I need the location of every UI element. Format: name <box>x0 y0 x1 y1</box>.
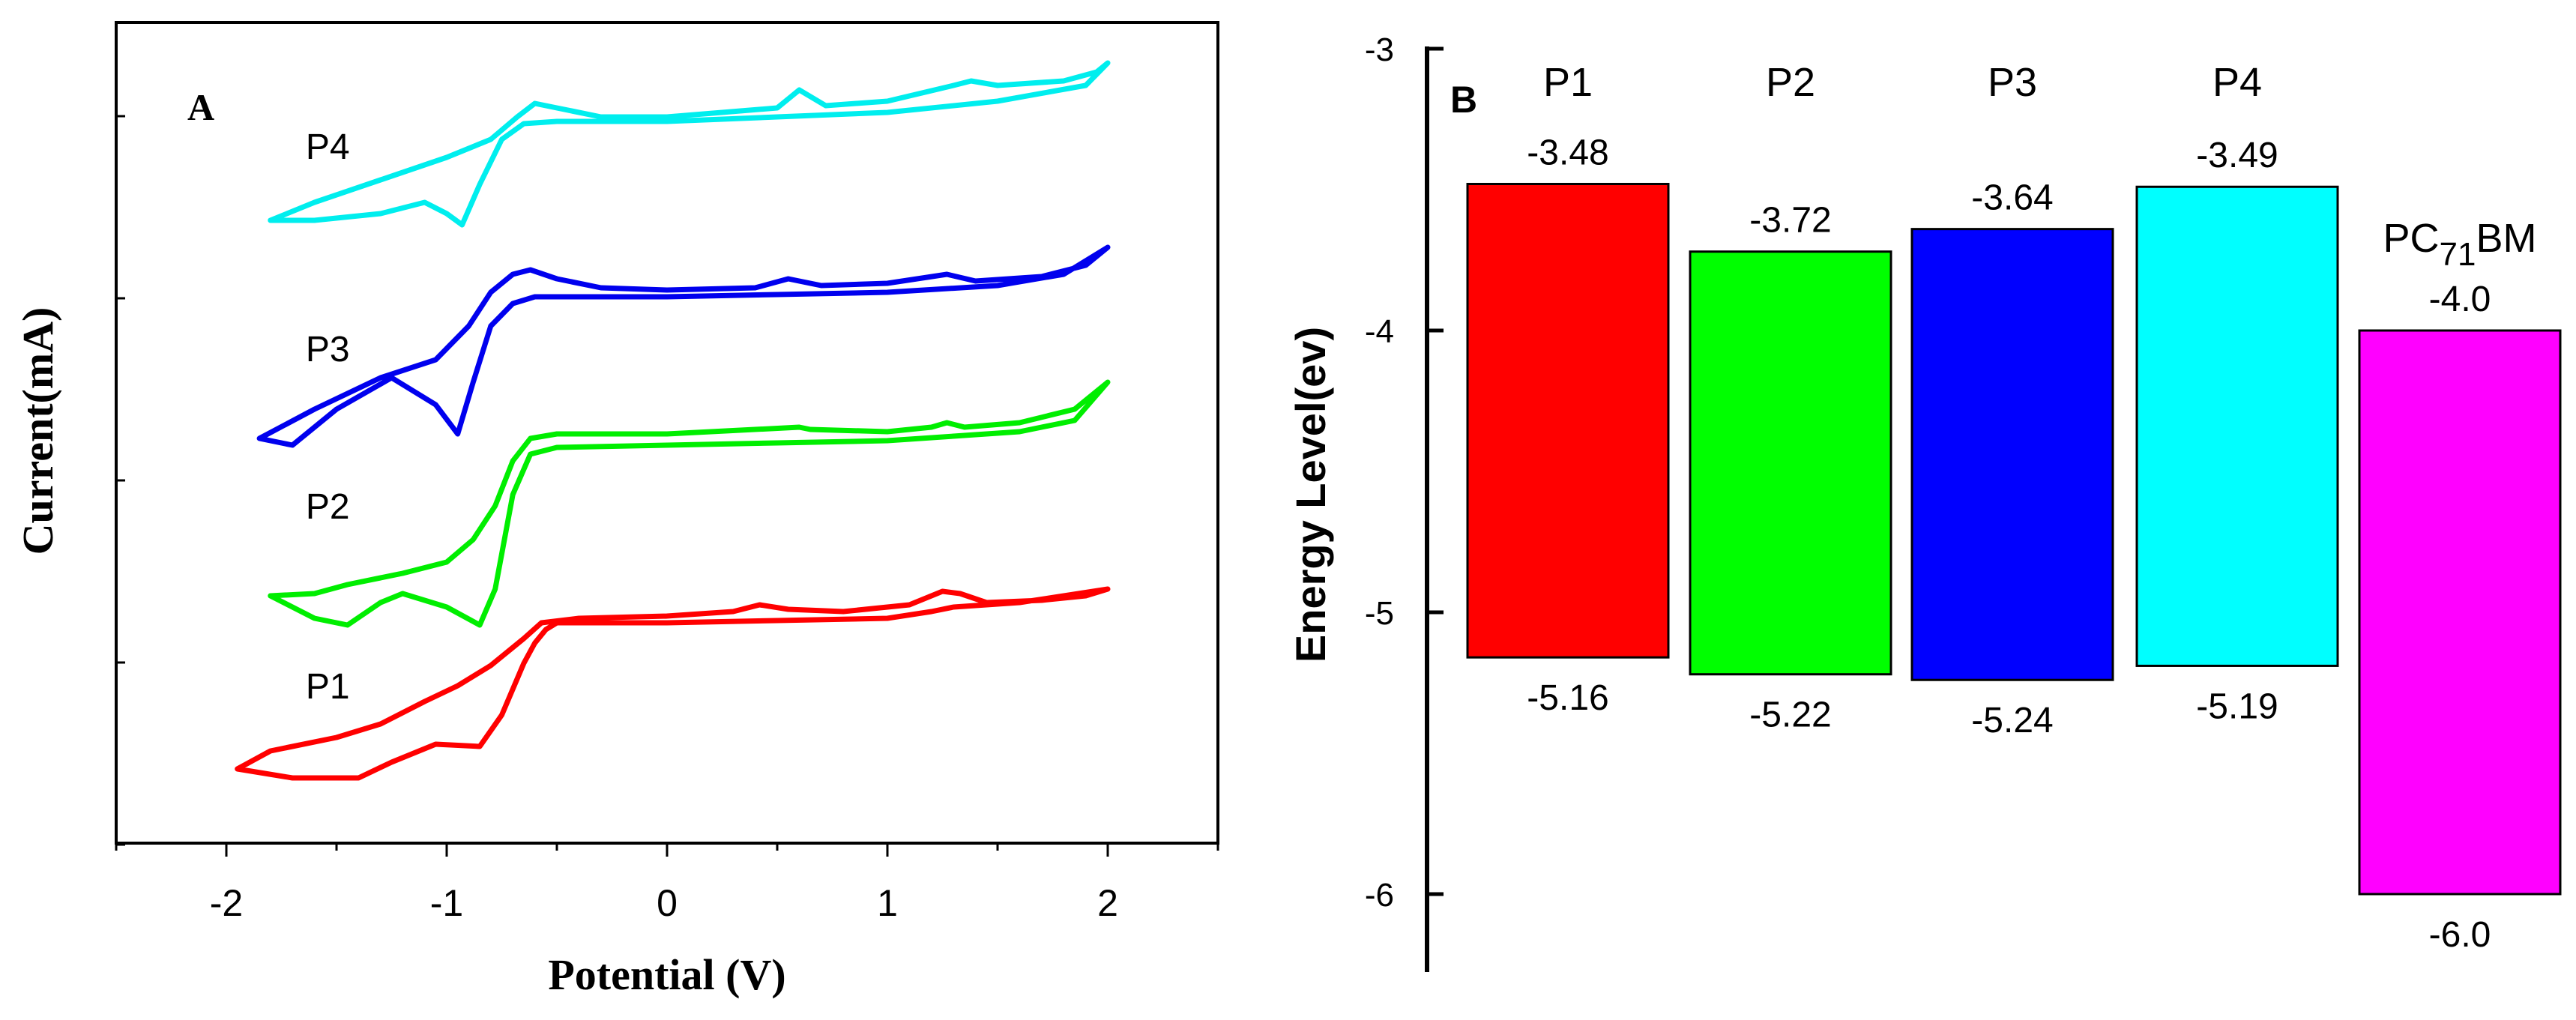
cv-series-label: P2 <box>306 487 350 527</box>
energy-y-tick-label: -4 <box>1365 313 1394 350</box>
lumo-value-label: -3.64 <box>1971 178 2053 218</box>
cv-x-axis-label: Potential (V) <box>548 950 785 999</box>
cv-plot-panel: -2 -1 0 1 2 P1 P2 P3 P4 A Potential (V) Current… <box>13 21 1219 999</box>
energy-bar-name-label: P3 <box>1988 60 2037 105</box>
lumo-value-label: -3.48 <box>1527 133 1608 172</box>
energy-y-tick-label: -3 <box>1365 31 1394 68</box>
homo-value-label: -5.19 <box>2196 686 2278 726</box>
cv-curve-p1 <box>235 586 1111 781</box>
cv-series-labels: P1 P2 P3 P4 <box>306 127 350 707</box>
cv-series-label: P1 <box>306 667 350 707</box>
lumo-value-label: -4.0 <box>2429 280 2491 319</box>
cv-curves <box>235 60 1111 781</box>
energy-level-panel: -3 -4 -5 -6 -3.48 -5.16 P1 -3.72 -5.22 P2 -3.64 -5… <box>1287 31 2562 972</box>
homo-value-label: -6.0 <box>2429 915 2491 955</box>
cv-x-tick-label: 2 <box>1097 882 1118 924</box>
homo-value-label: -5.16 <box>1527 678 1608 718</box>
bar-name-suffix: BM <box>2476 216 2536 261</box>
cv-x-tick-label: 0 <box>657 882 678 924</box>
energy-y-tick-label: -6 <box>1365 877 1394 914</box>
energy-bar-pc71bm <box>2358 329 2562 896</box>
cv-curve-p2 <box>268 379 1111 628</box>
cv-x-ticks: -2 -1 0 1 2 <box>115 843 1219 924</box>
energy-bar-p2 <box>1689 250 1892 676</box>
panel-label-b: B <box>1450 79 1477 121</box>
energy-bar-name-label: PC71BM <box>2383 216 2537 273</box>
cv-x-tick-label: 1 <box>877 882 898 924</box>
energy-y-axis-label: Energy Level(ev) <box>1287 327 1334 663</box>
cv-curve-p3 <box>256 244 1111 448</box>
cv-curve-p4 <box>268 60 1111 228</box>
cv-y-ticks <box>116 115 125 846</box>
lumo-value-label: -3.72 <box>1749 201 1831 241</box>
energy-bar-p4 <box>2135 185 2339 667</box>
homo-value-label: -5.22 <box>1749 695 1831 735</box>
energy-bars: -3.48 -5.16 P1 -3.72 -5.22 P2 -3.64 -5.24 P3 -3.4… <box>1466 60 2562 955</box>
energy-y-ticks: -3 -4 -5 -6 <box>1365 31 1444 914</box>
energy-bar-name-label: P1 <box>1543 60 1593 105</box>
homo-value-label: -5.24 <box>1971 701 2053 740</box>
energy-bar-p3 <box>1910 228 2114 681</box>
cv-y-axis-label: Current(mA) <box>13 307 62 555</box>
cv-x-tick-label: -1 <box>430 882 463 924</box>
cv-x-tick-label: -2 <box>210 882 243 924</box>
bar-name-subscript: 71 <box>2440 236 2476 273</box>
cv-series-label: P4 <box>306 127 350 167</box>
energy-bar-p1 <box>1466 182 1670 659</box>
energy-y-tick-label: -5 <box>1365 595 1394 632</box>
energy-bar-name-label: P4 <box>2212 60 2262 105</box>
lumo-value-label: -3.49 <box>2196 136 2278 175</box>
energy-bar-name-label: P2 <box>1766 60 1815 105</box>
panel-label-a: A <box>187 86 214 128</box>
cv-series-label: P3 <box>306 330 350 369</box>
